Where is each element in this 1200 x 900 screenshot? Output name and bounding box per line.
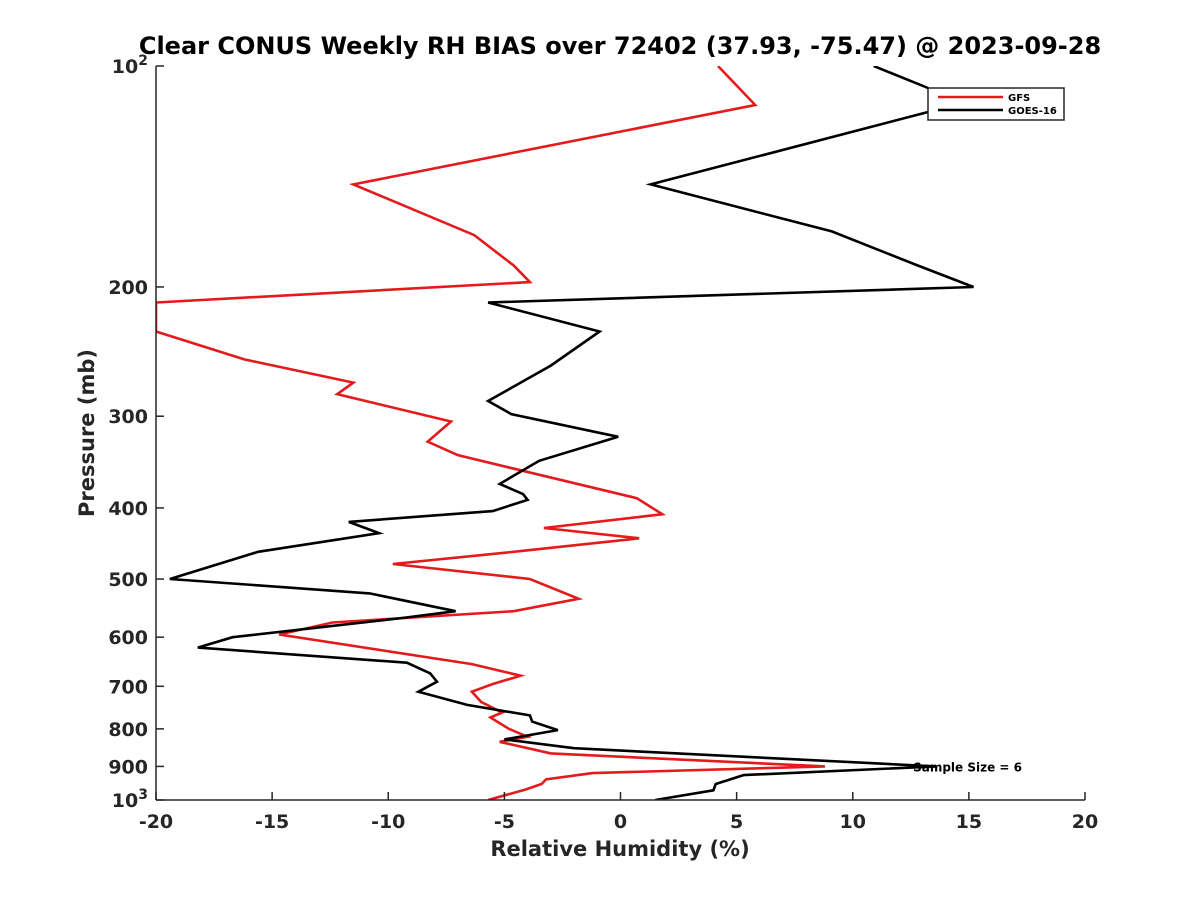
x-tick-label: -15 bbox=[255, 811, 289, 833]
x-axis-ticks: -20 -15 -10 -5 0 5 10 15 20 bbox=[139, 792, 1098, 833]
y-tick-label: 700 bbox=[108, 676, 148, 698]
y-tick-label: 500 bbox=[108, 569, 148, 591]
y-tick-label: 102 bbox=[112, 53, 148, 78]
y-tick-label: 600 bbox=[108, 627, 148, 649]
sample-size-annotation: Sample Size = 6 bbox=[913, 760, 1022, 774]
series-line-gfs bbox=[156, 66, 825, 800]
x-tick-label: 10 bbox=[840, 811, 866, 833]
x-tick-label: -10 bbox=[371, 811, 405, 833]
y-tick-label: 300 bbox=[108, 406, 148, 428]
y-tick-label: 800 bbox=[108, 719, 148, 741]
legend: GFS GOES-16 bbox=[927, 87, 1065, 121]
y-tick-label: 400 bbox=[108, 498, 148, 520]
legend-label-gfs: GFS bbox=[1008, 93, 1030, 104]
x-tick-label: 15 bbox=[956, 811, 982, 833]
series-line-goes-16 bbox=[169, 66, 974, 800]
y-axis-ticks: 102 200 300 400 500 600 700 800 900 103 bbox=[108, 53, 164, 812]
x-tick-label: -5 bbox=[494, 811, 515, 833]
y-axis-title: Pressure (mb) bbox=[75, 349, 99, 517]
series-layer bbox=[156, 66, 974, 800]
chart-title: Clear CONUS Weekly RH BIAS over 72402 (3… bbox=[139, 32, 1101, 60]
y-tick-label: 103 bbox=[112, 787, 148, 812]
x-axis-title: Relative Humidity (%) bbox=[490, 837, 749, 861]
plot-area: -20 -15 -10 -5 0 5 10 15 20 102 200 300 400 500 600 70… bbox=[108, 53, 1098, 833]
x-tick-label: 5 bbox=[730, 811, 743, 833]
x-tick-label: 20 bbox=[1072, 811, 1098, 833]
legend-box bbox=[927, 87, 1065, 121]
y-tick-label: 200 bbox=[108, 277, 148, 299]
y-tick-label: 900 bbox=[108, 756, 148, 778]
x-tick-label: 0 bbox=[614, 811, 627, 833]
legend-label-goes-16: GOES-16 bbox=[1008, 106, 1057, 117]
x-tick-label: -20 bbox=[139, 811, 173, 833]
